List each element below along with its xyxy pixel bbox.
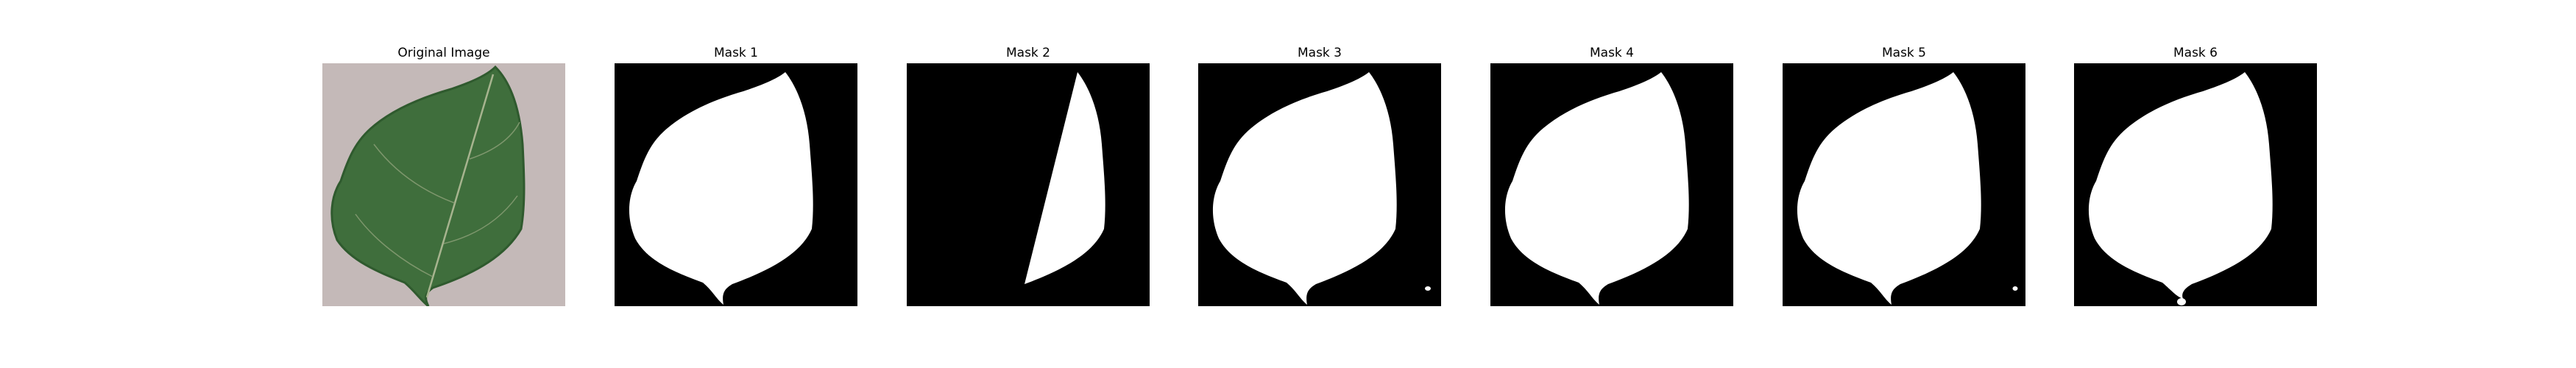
panel-title-mask-4: Mask 4 (1589, 46, 1634, 60)
mask-panel-1: Mask 1 (615, 44, 857, 306)
mask-image-2 (907, 63, 1150, 306)
panel-title-mask-3: Mask 3 (1297, 46, 1342, 60)
mask-image-3 (1198, 63, 1441, 306)
panel-title-mask-1: Mask 1 (713, 46, 758, 60)
mask-image-4 (1490, 63, 1733, 306)
mask-panel-5: Mask 5 (1783, 44, 2025, 306)
panel-title-original-image: Original Image (397, 46, 490, 60)
mask-image-6 (2074, 63, 2317, 306)
mask-panel-4: Mask 4 (1490, 44, 1733, 306)
leaf-shape (330, 65, 526, 306)
mask-panel-6: Mask 6 (2074, 44, 2317, 306)
mask-speck (2012, 286, 2018, 291)
mask-panel-2: Mask 2 (907, 44, 1150, 306)
panel-title-mask-6: Mask 6 (2173, 46, 2218, 60)
mask-image-5 (1783, 63, 2025, 306)
panel-title-mask-2: Mask 2 (1005, 46, 1050, 60)
mask-image-1 (615, 63, 857, 306)
mask-speck (1425, 286, 1431, 291)
panel-title-mask-5: Mask 5 (1881, 46, 1926, 60)
original-image-panel: Original Image (322, 44, 565, 306)
mask-speck (2177, 298, 2186, 305)
original-leaf-photo (322, 63, 565, 306)
leaf-midrib (425, 74, 495, 298)
mask-panel-3: Mask 3 (1198, 44, 1441, 306)
